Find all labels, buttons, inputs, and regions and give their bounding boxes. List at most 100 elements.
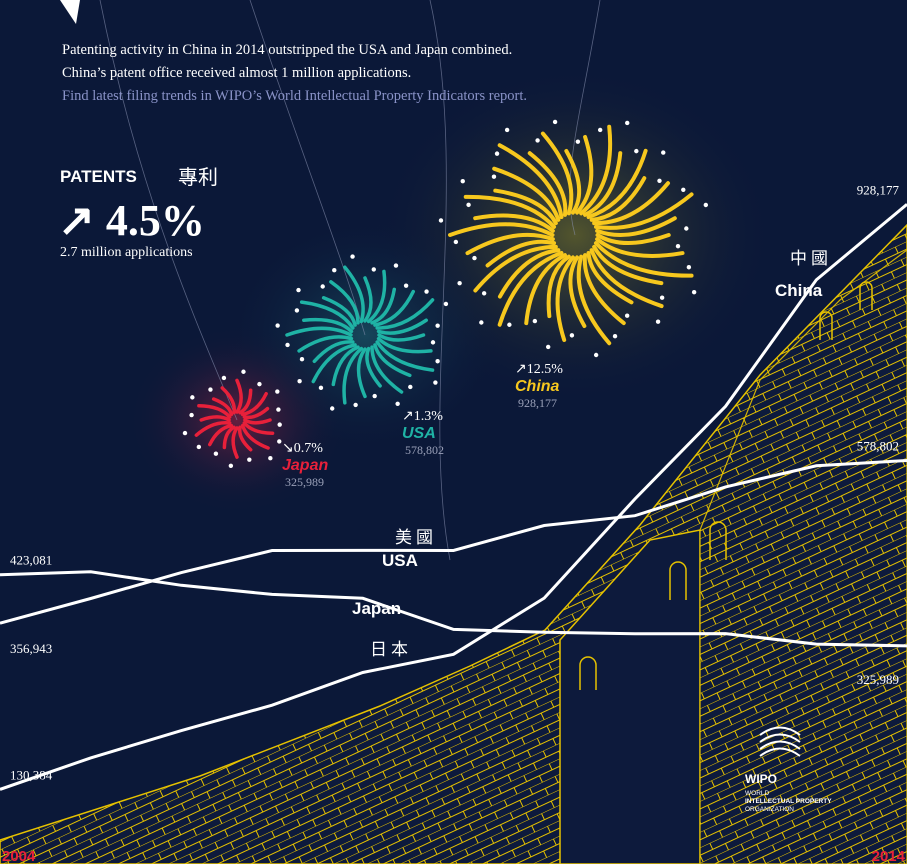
growth-label: ↗12.5% xyxy=(515,362,563,377)
spark-dot xyxy=(350,254,355,259)
spark-dot xyxy=(430,340,436,345)
spark xyxy=(497,248,561,299)
intro: Patenting activity in China in 2014 outs… xyxy=(62,42,527,104)
spark xyxy=(583,151,623,217)
spark xyxy=(376,318,428,335)
spark-dot xyxy=(228,463,234,468)
series-name: Japan xyxy=(352,599,401,618)
spark xyxy=(576,254,612,346)
spark-dot xyxy=(481,291,487,296)
spark xyxy=(199,415,231,422)
spark xyxy=(593,241,694,278)
spark xyxy=(497,143,564,220)
spark xyxy=(589,176,647,222)
spark-dot xyxy=(221,375,227,381)
spark-dot xyxy=(395,401,400,407)
spark-dot xyxy=(208,387,213,392)
spark-dot xyxy=(681,187,686,192)
spark xyxy=(242,421,275,436)
firework xyxy=(438,119,709,358)
spark xyxy=(375,340,435,372)
spark xyxy=(297,335,354,353)
spark-dot xyxy=(275,389,280,394)
spark xyxy=(240,391,268,417)
start-label: 423,081 xyxy=(10,553,52,568)
spark xyxy=(595,237,685,258)
spark xyxy=(524,253,567,326)
x-tick-label: 2004 xyxy=(2,848,36,864)
spark-dot xyxy=(393,263,399,268)
firework-name: USA xyxy=(402,425,436,442)
spark xyxy=(492,166,561,222)
spark-dot xyxy=(285,342,290,348)
series-native-name: 美國 xyxy=(395,528,437,547)
spark-dot xyxy=(330,406,335,411)
spark-dot xyxy=(472,255,477,261)
spark-dot xyxy=(318,385,324,391)
firework-value: 928,177 xyxy=(518,396,557,410)
spark-dot xyxy=(294,308,300,313)
spark xyxy=(575,134,594,215)
notch xyxy=(60,0,80,24)
firework-name: China xyxy=(515,378,560,395)
spark xyxy=(302,317,354,334)
x-tick-label: 2014 xyxy=(872,848,906,864)
spark xyxy=(485,239,557,268)
spark-dot xyxy=(686,265,692,270)
spark xyxy=(493,188,558,226)
spark-dot xyxy=(296,287,301,293)
spark xyxy=(568,255,587,329)
spark xyxy=(595,216,677,237)
spark-dot xyxy=(372,393,377,399)
spark-dot xyxy=(552,119,558,125)
spark xyxy=(312,340,355,364)
spark-dot xyxy=(655,319,661,324)
series-line xyxy=(0,570,907,648)
headline-label: PATENTS xyxy=(60,167,137,186)
spark-dot xyxy=(703,202,709,208)
spark-dot xyxy=(241,369,246,374)
spark xyxy=(370,345,404,394)
spark xyxy=(237,425,253,452)
spark xyxy=(527,151,568,217)
spark xyxy=(373,343,412,378)
intro-link[interactable]: Find latest filing trends in WIPO’s Worl… xyxy=(62,88,527,104)
spark-dot xyxy=(438,218,444,223)
spark xyxy=(373,289,416,327)
spark xyxy=(311,343,357,384)
series-native-name: 中國 xyxy=(790,249,832,268)
spark xyxy=(589,248,664,309)
end-label: 325,989 xyxy=(857,672,899,687)
spark xyxy=(473,244,558,293)
spark-dot xyxy=(320,284,325,289)
growth-label: ↘0.7% xyxy=(282,441,323,456)
spark xyxy=(595,233,671,245)
spark-dot xyxy=(466,202,471,208)
spark xyxy=(331,345,360,387)
spark-dot xyxy=(684,226,689,231)
spark xyxy=(197,404,232,419)
spark xyxy=(231,426,239,459)
spark-dot xyxy=(569,333,575,338)
series-line xyxy=(0,203,907,791)
spark xyxy=(582,253,626,326)
intro-line: Patenting activity in China in 2014 outs… xyxy=(62,42,512,58)
spark xyxy=(243,418,272,425)
spark-dot xyxy=(297,378,302,384)
spark-dot xyxy=(453,239,459,245)
spark-dot xyxy=(457,280,462,286)
spark xyxy=(448,222,555,237)
spark-dot xyxy=(624,313,630,318)
spark xyxy=(242,406,270,420)
spark-dot xyxy=(612,334,618,339)
spark-dot xyxy=(691,289,697,295)
spark xyxy=(321,296,357,327)
spark-dot xyxy=(532,318,538,324)
start-label: 130,384 xyxy=(10,767,53,782)
spark-dot xyxy=(657,178,662,184)
spark xyxy=(235,378,243,414)
spark-dot xyxy=(276,407,281,412)
logo: WIPO WORLD INTELLECTUAL PROPERTY ORGANIZ… xyxy=(745,726,832,813)
spark-dot xyxy=(435,323,440,328)
